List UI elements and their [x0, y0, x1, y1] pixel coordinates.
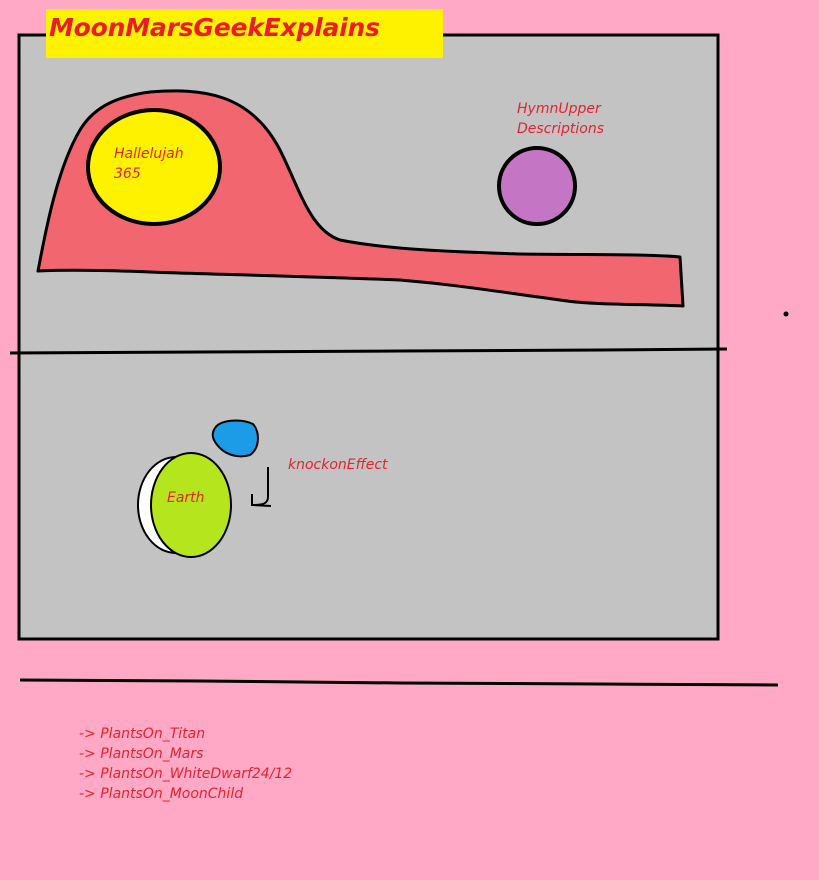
hymn-label-line: Descriptions: [517, 121, 605, 137]
hallelujah-label-line: 365: [114, 166, 141, 182]
list-item: -> PlantsOn_WhiteDwarf24/12: [79, 766, 293, 782]
list-item: -> PlantsOn_Mars: [79, 746, 204, 762]
hook-arrow-icon: [251, 467, 272, 507]
earth-label: Earth: [167, 490, 205, 506]
yellow-circle: [86, 108, 222, 226]
hymn-label-line: HymnUpper: [517, 101, 601, 117]
purple-circle: [497, 146, 577, 226]
hymn-label: HymnUpper Descriptions: [517, 99, 604, 139]
blue-blob: [211, 419, 259, 458]
stray-dot: [783, 311, 789, 317]
earth-circle: [150, 452, 232, 558]
hallelujah-label: Hallelujah 365: [114, 144, 204, 184]
plants-list: -> PlantsOn_Titan -> PlantsOn_Mars -> Pl…: [79, 724, 292, 804]
knockon-label: knockonEffect: [288, 457, 388, 473]
title-banner: MoonMarsGeekExplains: [46, 9, 443, 58]
divider-line: [9, 347, 728, 355]
hallelujah-label-line: Hallelujah: [114, 146, 184, 162]
bottom-line: [19, 678, 779, 687]
page-title: MoonMarsGeekExplains: [49, 13, 380, 42]
list-item: -> PlantsOn_Titan: [79, 726, 206, 742]
list-item: -> PlantsOn_MoonChild: [79, 786, 244, 802]
